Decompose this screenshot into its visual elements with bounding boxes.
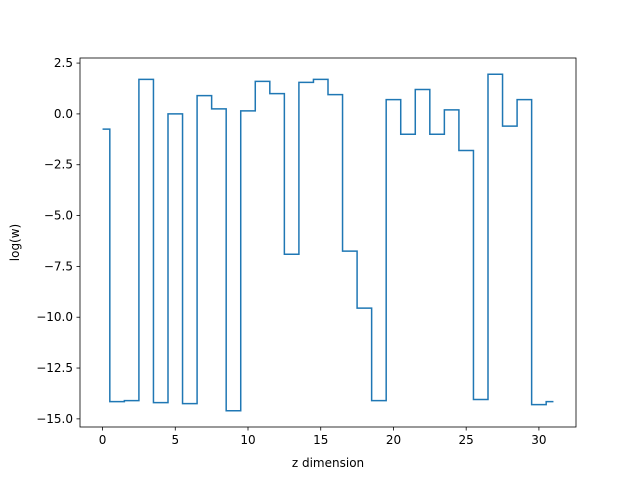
x-tick-label: 20 [386, 433, 401, 447]
y-tick-label: −12.5 [36, 361, 73, 375]
x-tick-label: 25 [459, 433, 474, 447]
x-tick-label: 5 [171, 433, 179, 447]
data-layer [102, 73, 554, 412]
y-tick-label: −5.0 [44, 209, 73, 223]
y-tick-label: −10.0 [36, 310, 73, 324]
series-step-line-0 [102, 73, 554, 412]
y-axis-label: log(w) [8, 224, 22, 261]
x-tick-label: 15 [313, 433, 328, 447]
x-tick-label: 10 [240, 433, 255, 447]
y-tick-label: −7.5 [44, 259, 73, 273]
y-tick-label: 0.0 [54, 107, 73, 121]
x-tick-label: 30 [531, 433, 546, 447]
y-axis-ticks: 2.5 0.0 −2.5 −5.0 −7.5 −10.0 −12.5 −15.0 [36, 56, 80, 426]
y-tick-label: −15.0 [36, 412, 73, 426]
plot-area [80, 58, 576, 427]
y-tick-label: 2.5 [54, 56, 73, 70]
y-tick-label: −2.5 [44, 158, 73, 172]
x-axis-label: z dimension [292, 456, 364, 470]
x-tick-label: 0 [99, 433, 107, 447]
x-axis-ticks: 0 5 10 15 20 25 30 [99, 427, 547, 447]
plot-frame [79, 57, 577, 428]
